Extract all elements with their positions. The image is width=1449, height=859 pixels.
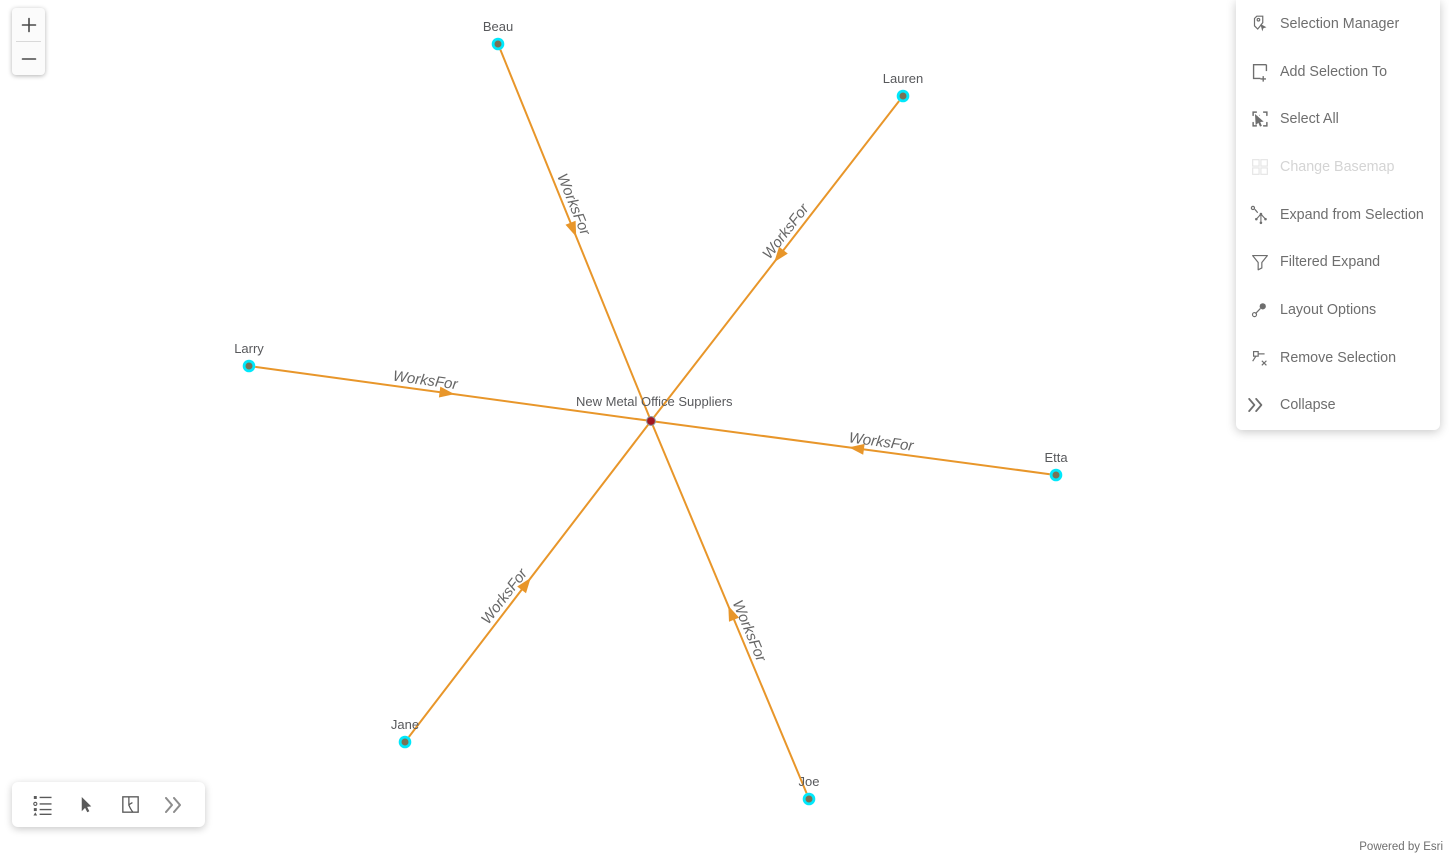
svg-text:WorksFor: WorksFor [478,565,532,628]
